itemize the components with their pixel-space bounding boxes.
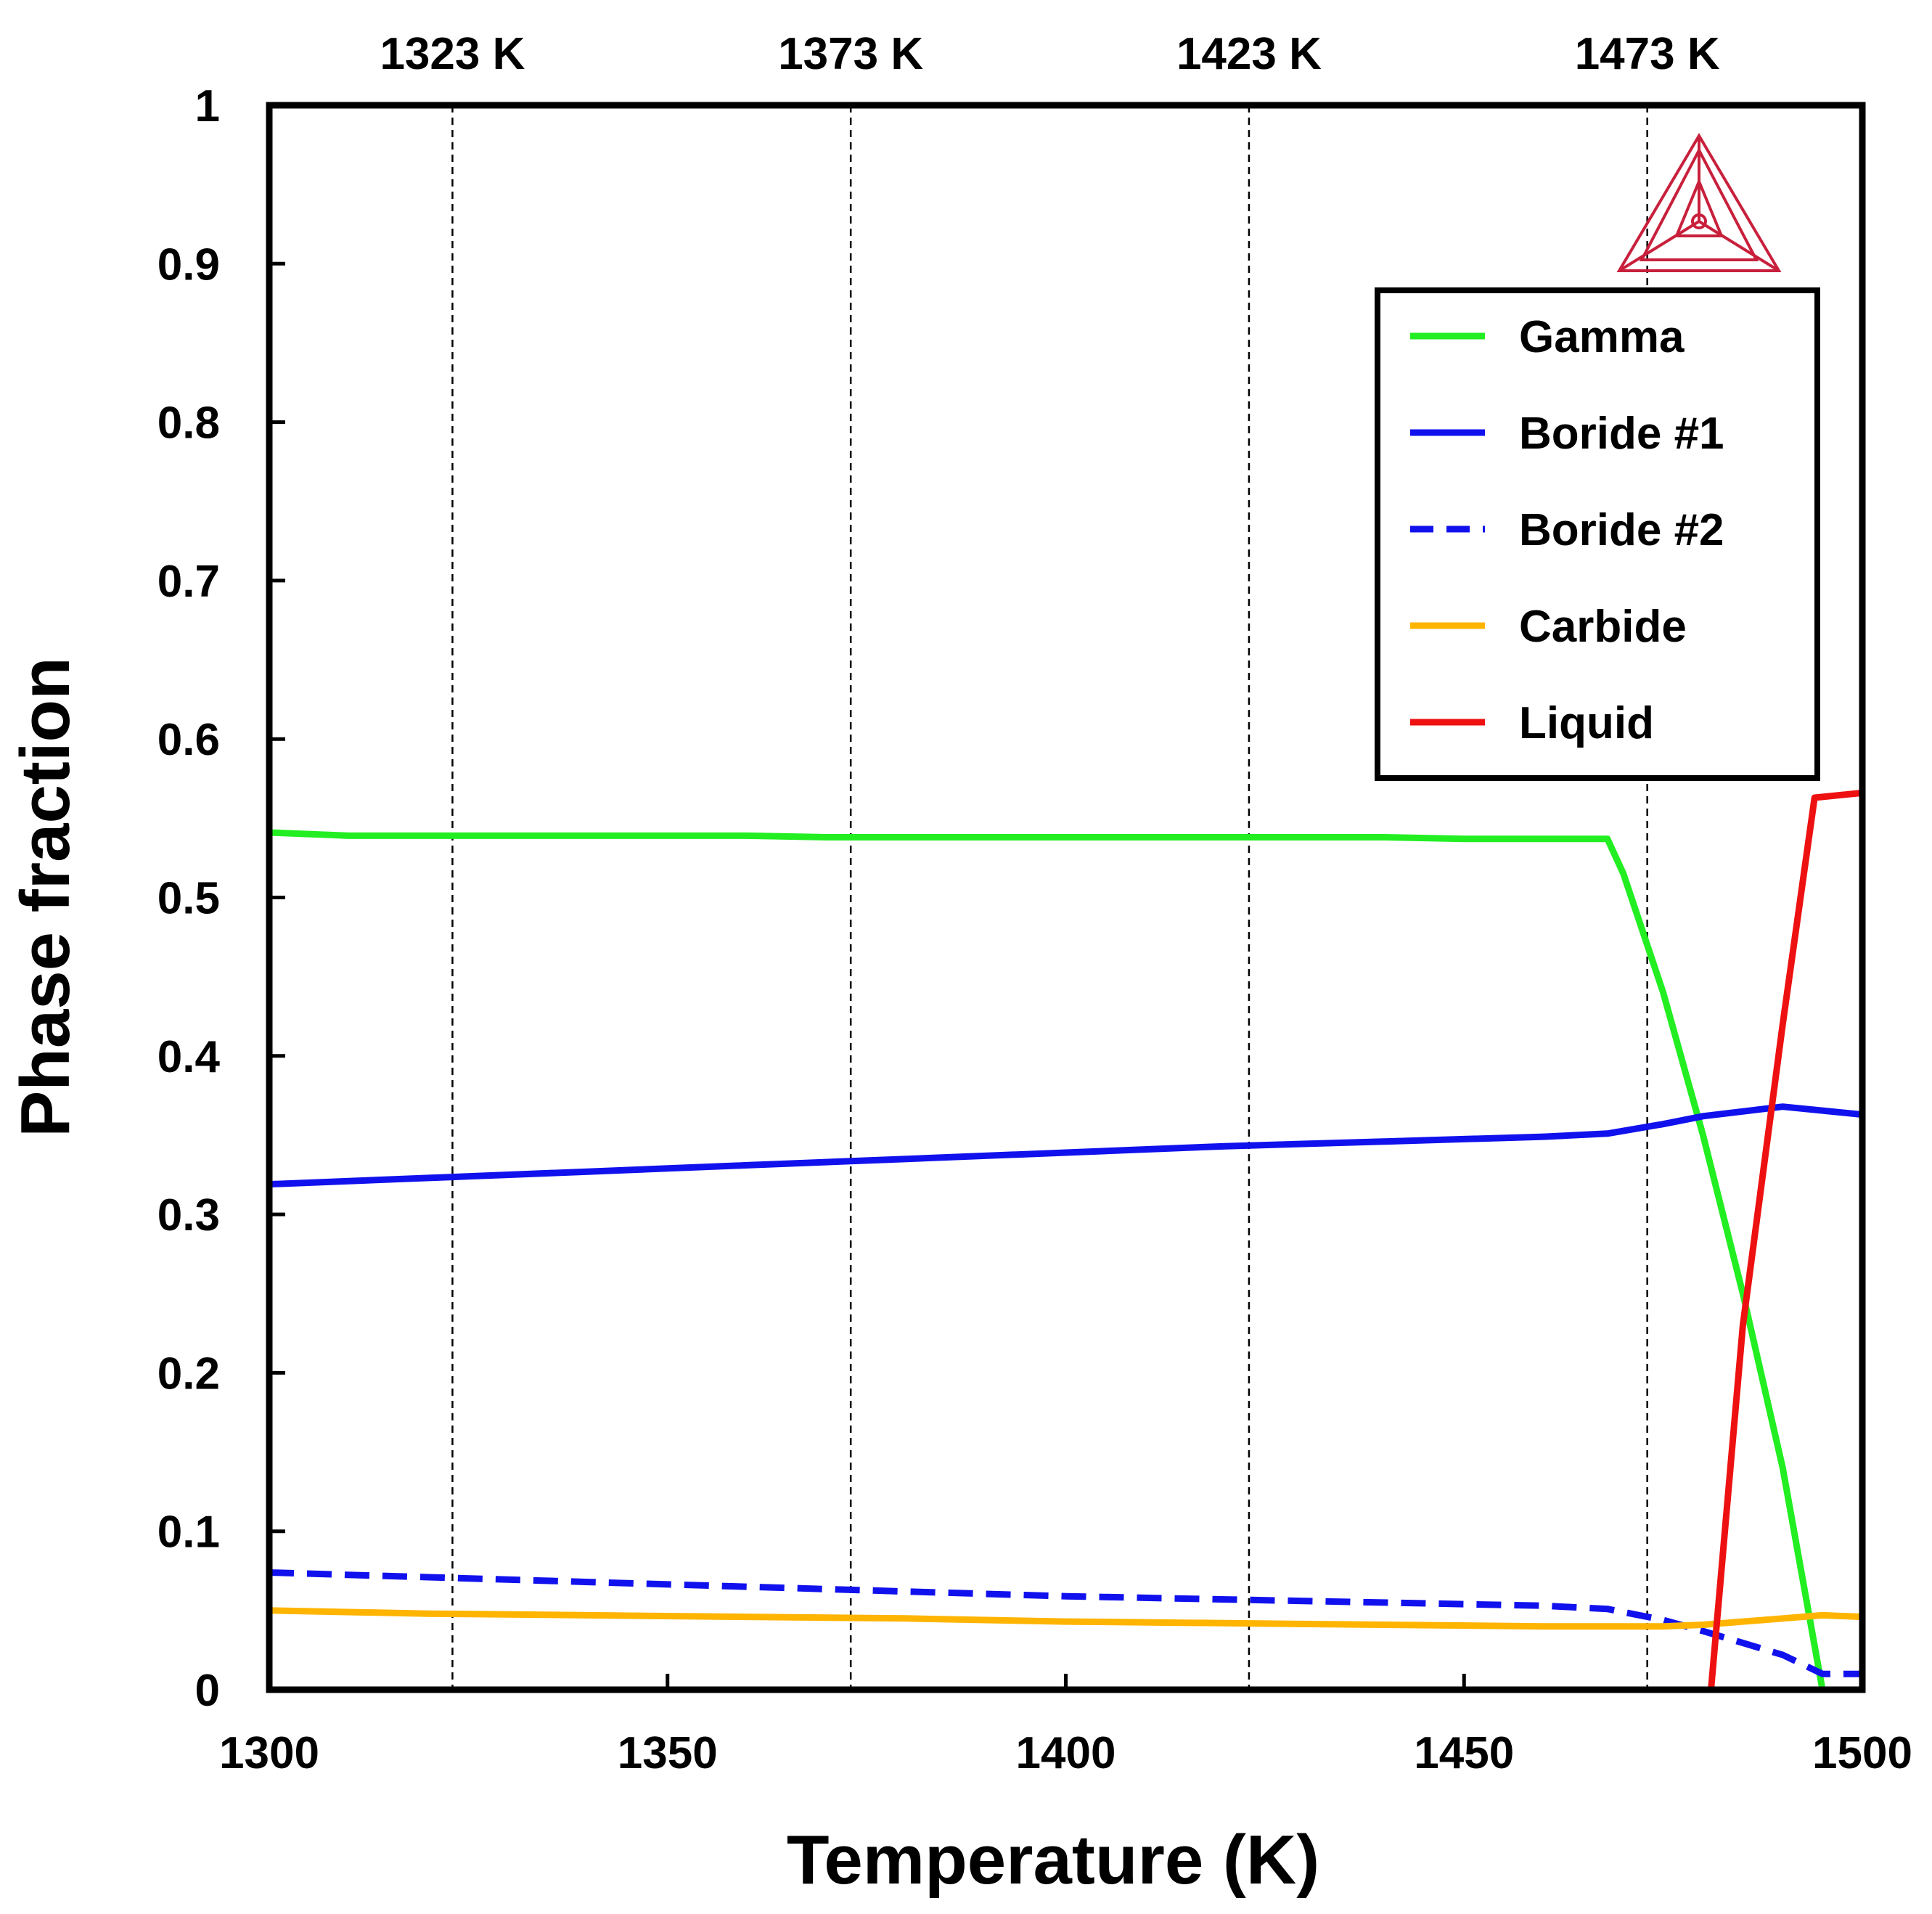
legend-label-gamma: Gamma [1519,312,1685,362]
x-tick-label-1400: 1400 [1016,1728,1116,1778]
legend-label-boride-1: Boride #1 [1519,409,1724,459]
series-line-boride-1 [269,1103,1863,1188]
tick-marks [267,103,1865,1692]
y-tick-label-0.3: 0.3 [157,1190,220,1240]
y-tick-label-0.9: 0.9 [157,240,220,290]
reference-label-1323: 1323 K [380,29,525,79]
legend-label-boride-2: Boride #2 [1519,505,1724,555]
y-tick-labels: 0 0.1 0.2 0.3 0.4 0.5 0.6 0.7 0.8 0.9 1 [157,81,221,1716]
series-group [269,789,1863,1690]
x-tick-label-1450: 1450 [1414,1728,1514,1778]
reference-label-1473: 1473 K [1575,29,1720,79]
reference-label-1373: 1373 K [778,29,923,79]
y-tick-label-0: 0 [195,1666,220,1716]
x-tick-labels: 1300 1350 1400 1450 1500 [219,1728,1912,1778]
legend-label-carbide: Carbide [1519,602,1687,652]
y-tick-label-0.2: 0.2 [157,1349,220,1399]
x-axis-title: Temperature (K) [787,1821,1319,1899]
x-tick-label-1300: 1300 [219,1728,319,1778]
x-tick-label-1500: 1500 [1812,1728,1912,1778]
legend-label-liquid: Liquid [1519,698,1654,748]
y-tick-label-0.8: 0.8 [157,398,220,449]
thermo-calc-logo-icon [1616,133,1782,272]
y-tick-label-0.4: 0.4 [157,1032,221,1082]
series-line-gamma [269,829,1826,1690]
y-tick-label-0.7: 0.7 [157,557,220,607]
reference-label-1423: 1423 K [1176,29,1322,79]
y-tick-label-0.1: 0.1 [157,1508,220,1558]
top-reference-labels: 1323 K 1373 K 1423 K 1473 K [380,29,1719,79]
legend: Gamma Boride #1 Boride #2 Carbide Liquid [1375,287,1820,781]
y-tick-label-0.6: 0.6 [157,715,220,765]
y-axis-title: Phase fraction [7,657,84,1137]
x-tick-label-1350: 1350 [618,1728,718,1778]
series-line-boride-2 [269,1569,1862,1677]
y-tick-label-1: 1 [195,81,220,131]
y-tick-label-0.5: 0.5 [157,874,220,924]
series-line-liquid [1708,789,1863,1690]
legend-box [1375,287,1820,781]
series-line-carbide [269,1607,1863,1630]
